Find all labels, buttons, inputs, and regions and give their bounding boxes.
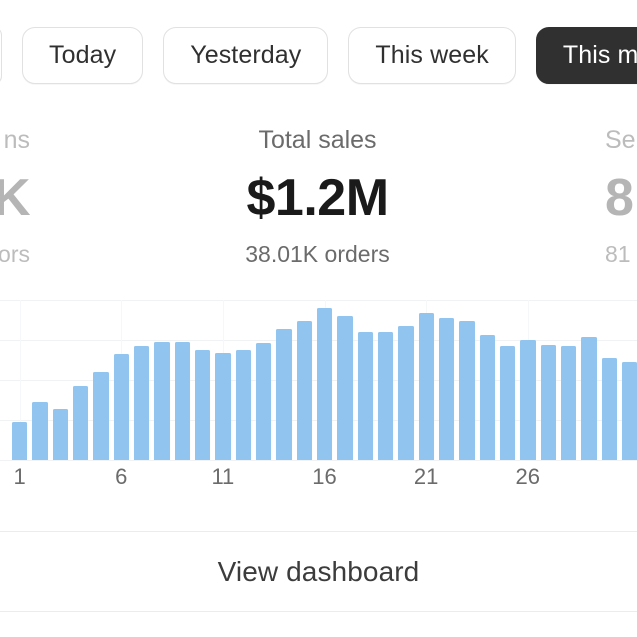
chart-bar[interactable]: [377, 332, 394, 460]
chart-bar[interactable]: [93, 372, 109, 460]
chart-bar[interactable]: [12, 421, 28, 460]
chart-x-tick-label: 26: [515, 464, 540, 489]
chart-plot-area: [0, 300, 637, 461]
chart-bar[interactable]: [235, 349, 251, 460]
chart-gridline: [0, 300, 637, 301]
chart-bar[interactable]: [581, 336, 597, 460]
metric-subtext: ors: [0, 240, 30, 266]
chart-x-tick-label: 6: [115, 464, 128, 489]
filter-chip-yesterday[interactable]: Yesterday: [163, 26, 329, 84]
chart-bar[interactable]: [174, 341, 190, 460]
chart-bar[interactable]: [255, 343, 272, 460]
chart-bar[interactable]: [601, 357, 617, 460]
chart-x-tick-label: 1: [13, 464, 26, 489]
filter-chip-label: This month: [562, 40, 637, 69]
filter-chip-this-week[interactable]: This week: [348, 26, 516, 84]
chart-bar[interactable]: [154, 341, 170, 460]
chart-bar[interactable]: [72, 386, 89, 460]
chart-bar[interactable]: [479, 335, 495, 460]
sales-bar-chart[interactable]: 1 6 11 16 21 26: [0, 290, 637, 505]
chart-bar[interactable]: [398, 325, 414, 460]
chart-bar[interactable]: [560, 346, 577, 460]
chart-bar[interactable]: [316, 308, 333, 460]
chart-bar[interactable]: [459, 320, 475, 460]
filter-chip-label: All time: [0, 41, 1, 70]
metric-right: Se 8 81: [605, 110, 637, 266]
chart-bar[interactable]: [133, 346, 150, 460]
chart-bar[interactable]: [194, 349, 211, 460]
metric-subtext: 38.01K orders: [245, 240, 390, 267]
metric-subtext: 81: [605, 240, 631, 266]
chart-bar[interactable]: [113, 354, 129, 460]
chart-x-axis: 1 6 11 16 21 26: [12, 466, 637, 496]
chart-x-tick-label: 11: [211, 464, 235, 489]
metric-label: Se: [605, 126, 636, 154]
divider-top: [0, 531, 637, 532]
chart-bar[interactable]: [32, 402, 48, 460]
chart-bar[interactable]: [296, 320, 312, 460]
metric-center: Total sales $1.2M 38.01K orders: [153, 110, 483, 266]
date-range-filter-row: All time Today Yesterday This week This mont…: [0, 0, 637, 110]
metric-value: 8: [605, 169, 634, 227]
chart-bar[interactable]: [215, 352, 231, 460]
chart-bar[interactable]: [418, 312, 434, 460]
chart-bar[interactable]: [438, 317, 455, 460]
chart-bars: [12, 300, 637, 460]
chart-bar[interactable]: [540, 344, 556, 460]
metric-label: ns: [3, 126, 30, 154]
chart-x-tick-label: 16: [312, 464, 337, 489]
chart-x-tick-label: 21: [413, 464, 439, 489]
filter-chip-label: Today: [49, 40, 117, 69]
view-dashboard-button[interactable]: View dashboard: [0, 532, 637, 611]
chart-bar[interactable]: [357, 332, 373, 460]
filter-chip-all-time[interactable]: All time: [0, 26, 2, 84]
chart-bar[interactable]: [52, 408, 68, 460]
filter-chip-this-month[interactable]: This month: [535, 26, 637, 84]
filter-chip-label: Yesterday: [190, 40, 302, 69]
filter-chip-label: This week: [375, 40, 489, 69]
metric-label: Total sales: [258, 126, 377, 154]
filter-chip-today[interactable]: Today: [22, 26, 144, 84]
chart-bar[interactable]: [276, 328, 292, 460]
chart-bar[interactable]: [337, 316, 353, 460]
chart-bar[interactable]: [520, 340, 536, 460]
chart-gridline: [0, 460, 637, 461]
metric-value: $1.2M: [246, 169, 389, 227]
chart-vgridline: [19, 300, 21, 460]
divider-bottom: [0, 611, 637, 612]
chart-bar[interactable]: [499, 346, 516, 460]
chart-bar[interactable]: [621, 362, 637, 460]
metric-value: K: [0, 169, 30, 227]
view-dashboard-label: View dashboard: [217, 555, 420, 587]
